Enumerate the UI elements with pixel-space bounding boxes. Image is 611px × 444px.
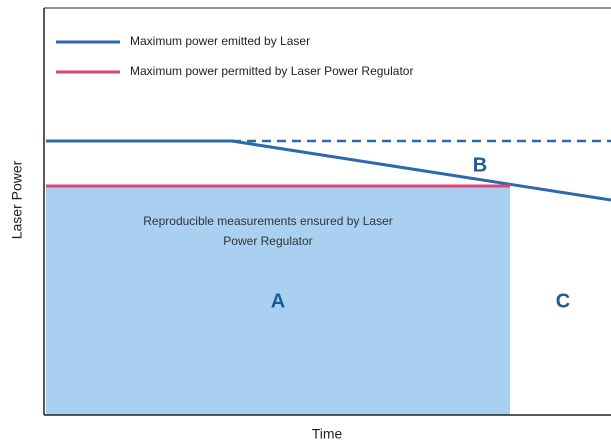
annotation: Reproducible measurements ensured by Las… <box>143 214 392 228</box>
y-axis-label: Laser Power <box>9 160 25 239</box>
x-axis-label: Time <box>312 426 343 442</box>
region-label: A <box>271 290 285 312</box>
region-label: C <box>556 290 570 312</box>
annotation: Power Regulator <box>223 234 312 248</box>
legend-label: Maximum power emitted by Laser <box>130 34 310 48</box>
reproducible-area <box>46 186 510 415</box>
legend-label: Maximum power permitted by Laser Power R… <box>130 64 413 78</box>
region-label: B <box>473 154 487 176</box>
